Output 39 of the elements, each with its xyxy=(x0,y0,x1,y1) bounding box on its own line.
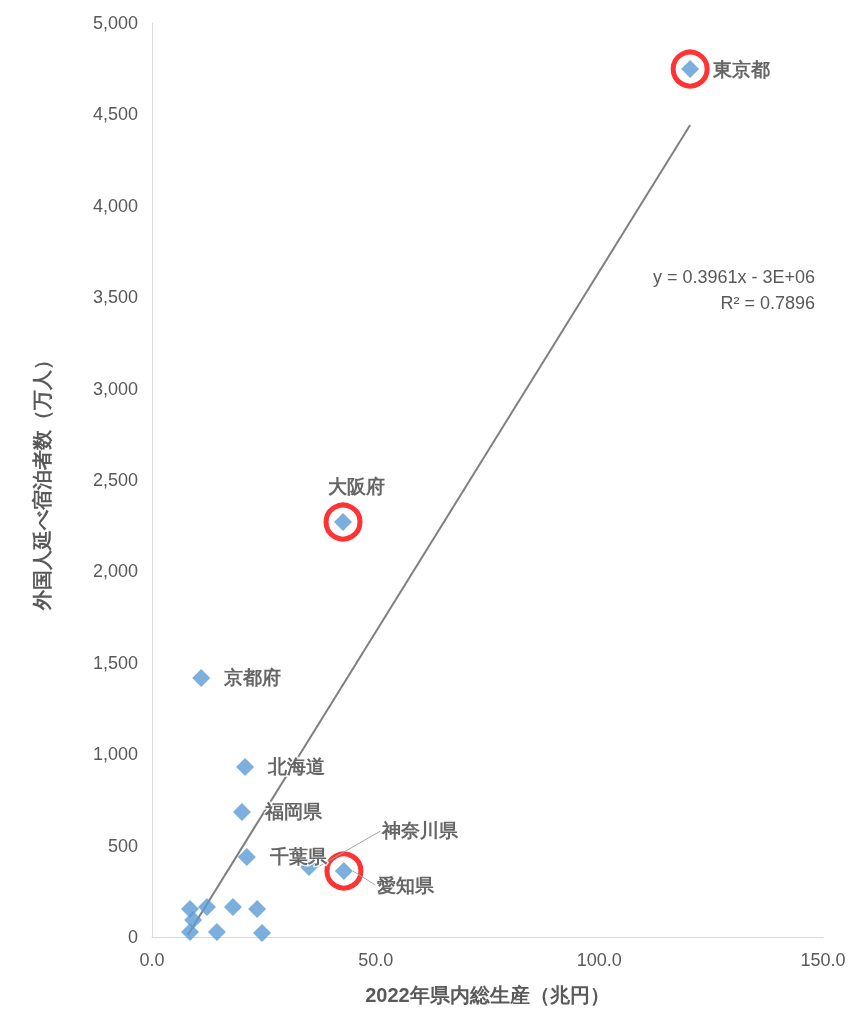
point xyxy=(198,898,217,917)
x-tick-label: 150.0 xyxy=(800,950,846,970)
data-label: 神奈川県 xyxy=(381,820,460,842)
point xyxy=(207,923,226,942)
y-tick-label: 0 xyxy=(127,927,138,947)
y-tick-label: 1,000 xyxy=(92,744,138,765)
point xyxy=(184,911,203,929)
data-label: 京都府 xyxy=(223,667,282,689)
point xyxy=(237,847,256,866)
data-label: 大阪府 xyxy=(328,475,386,497)
x-tick-label: 50.0 xyxy=(358,950,394,970)
point xyxy=(223,898,242,917)
point xyxy=(670,49,710,89)
point xyxy=(236,758,255,776)
x-tick-label: 0.0 xyxy=(139,950,165,970)
annotation: R² = 0.7896 xyxy=(720,293,815,313)
point xyxy=(253,923,272,942)
data-label: 愛知県 xyxy=(376,874,435,896)
y-tick-label: 3,500 xyxy=(92,287,138,308)
y-tick-label: 4,500 xyxy=(92,104,138,125)
y-tick-label: 1,500 xyxy=(92,652,138,673)
y-tick-label: 500 xyxy=(107,835,138,856)
y-tick-label: 3,000 xyxy=(92,378,138,399)
y-tick-label: 5,000 xyxy=(92,13,138,33)
x-axis-title: 2022年県内総生産（兆円） xyxy=(365,984,610,1006)
data-label: 千葉県 xyxy=(268,846,328,868)
point xyxy=(181,923,200,942)
y-tick-label: 2,500 xyxy=(92,470,138,490)
point xyxy=(248,900,267,919)
point xyxy=(192,668,211,687)
y-axis-title: 外国人延べ宿泊者数（万人） xyxy=(31,350,53,611)
data-label: 東京都 xyxy=(712,58,771,80)
annotation: y = 0.3961x - 3E+06 xyxy=(652,267,816,287)
point xyxy=(232,802,251,821)
y-tick-label: 2,000 xyxy=(92,561,138,582)
y-tick-label: 4,000 xyxy=(92,195,138,216)
data-label: 福岡県 xyxy=(263,801,323,823)
point xyxy=(323,502,363,542)
x-tick-label: 100.0 xyxy=(576,950,622,970)
